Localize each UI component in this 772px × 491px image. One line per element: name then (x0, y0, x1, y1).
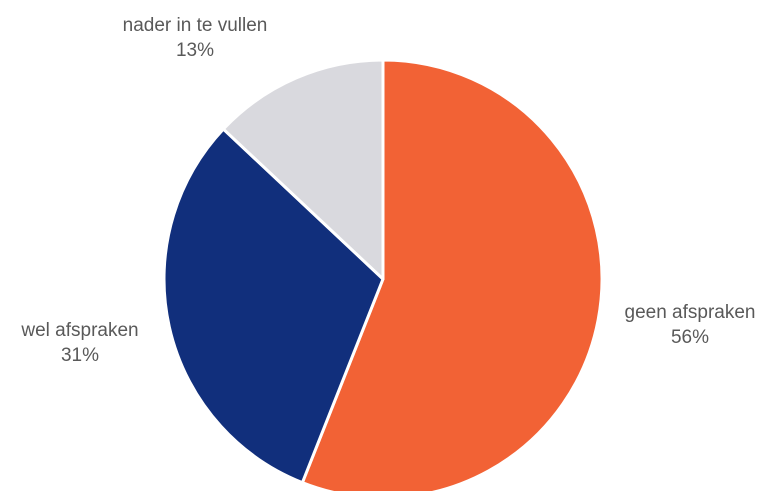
slice-label-geen-afspraken: geen afspraken 56% (600, 300, 772, 350)
slice-label-nader-in-te-vullen-name: nader in te vullen (122, 15, 268, 36)
slice-label-geen-afspraken-name: geen afspraken (624, 302, 756, 323)
slice-label-wel-afspraken-name: wel afspraken (21, 320, 139, 341)
pie-slice-nader-in-te-vullen (221, 58, 385, 281)
slice-label-geen-afspraken-percent: 56% (670, 327, 710, 348)
slice-label-wel-afspraken: wel afspraken 31% (0, 318, 170, 368)
slice-label-wel-afspraken-percent: 31% (60, 345, 100, 366)
slice-label-nader-in-te-vullen: nader in te vullen 13% (105, 13, 285, 63)
pie-slice-wel-afspraken (162, 127, 385, 485)
slice-label-nader-in-te-vullen-percent: 13% (175, 40, 215, 61)
pie-slice-geen-afspraken (300, 58, 604, 491)
